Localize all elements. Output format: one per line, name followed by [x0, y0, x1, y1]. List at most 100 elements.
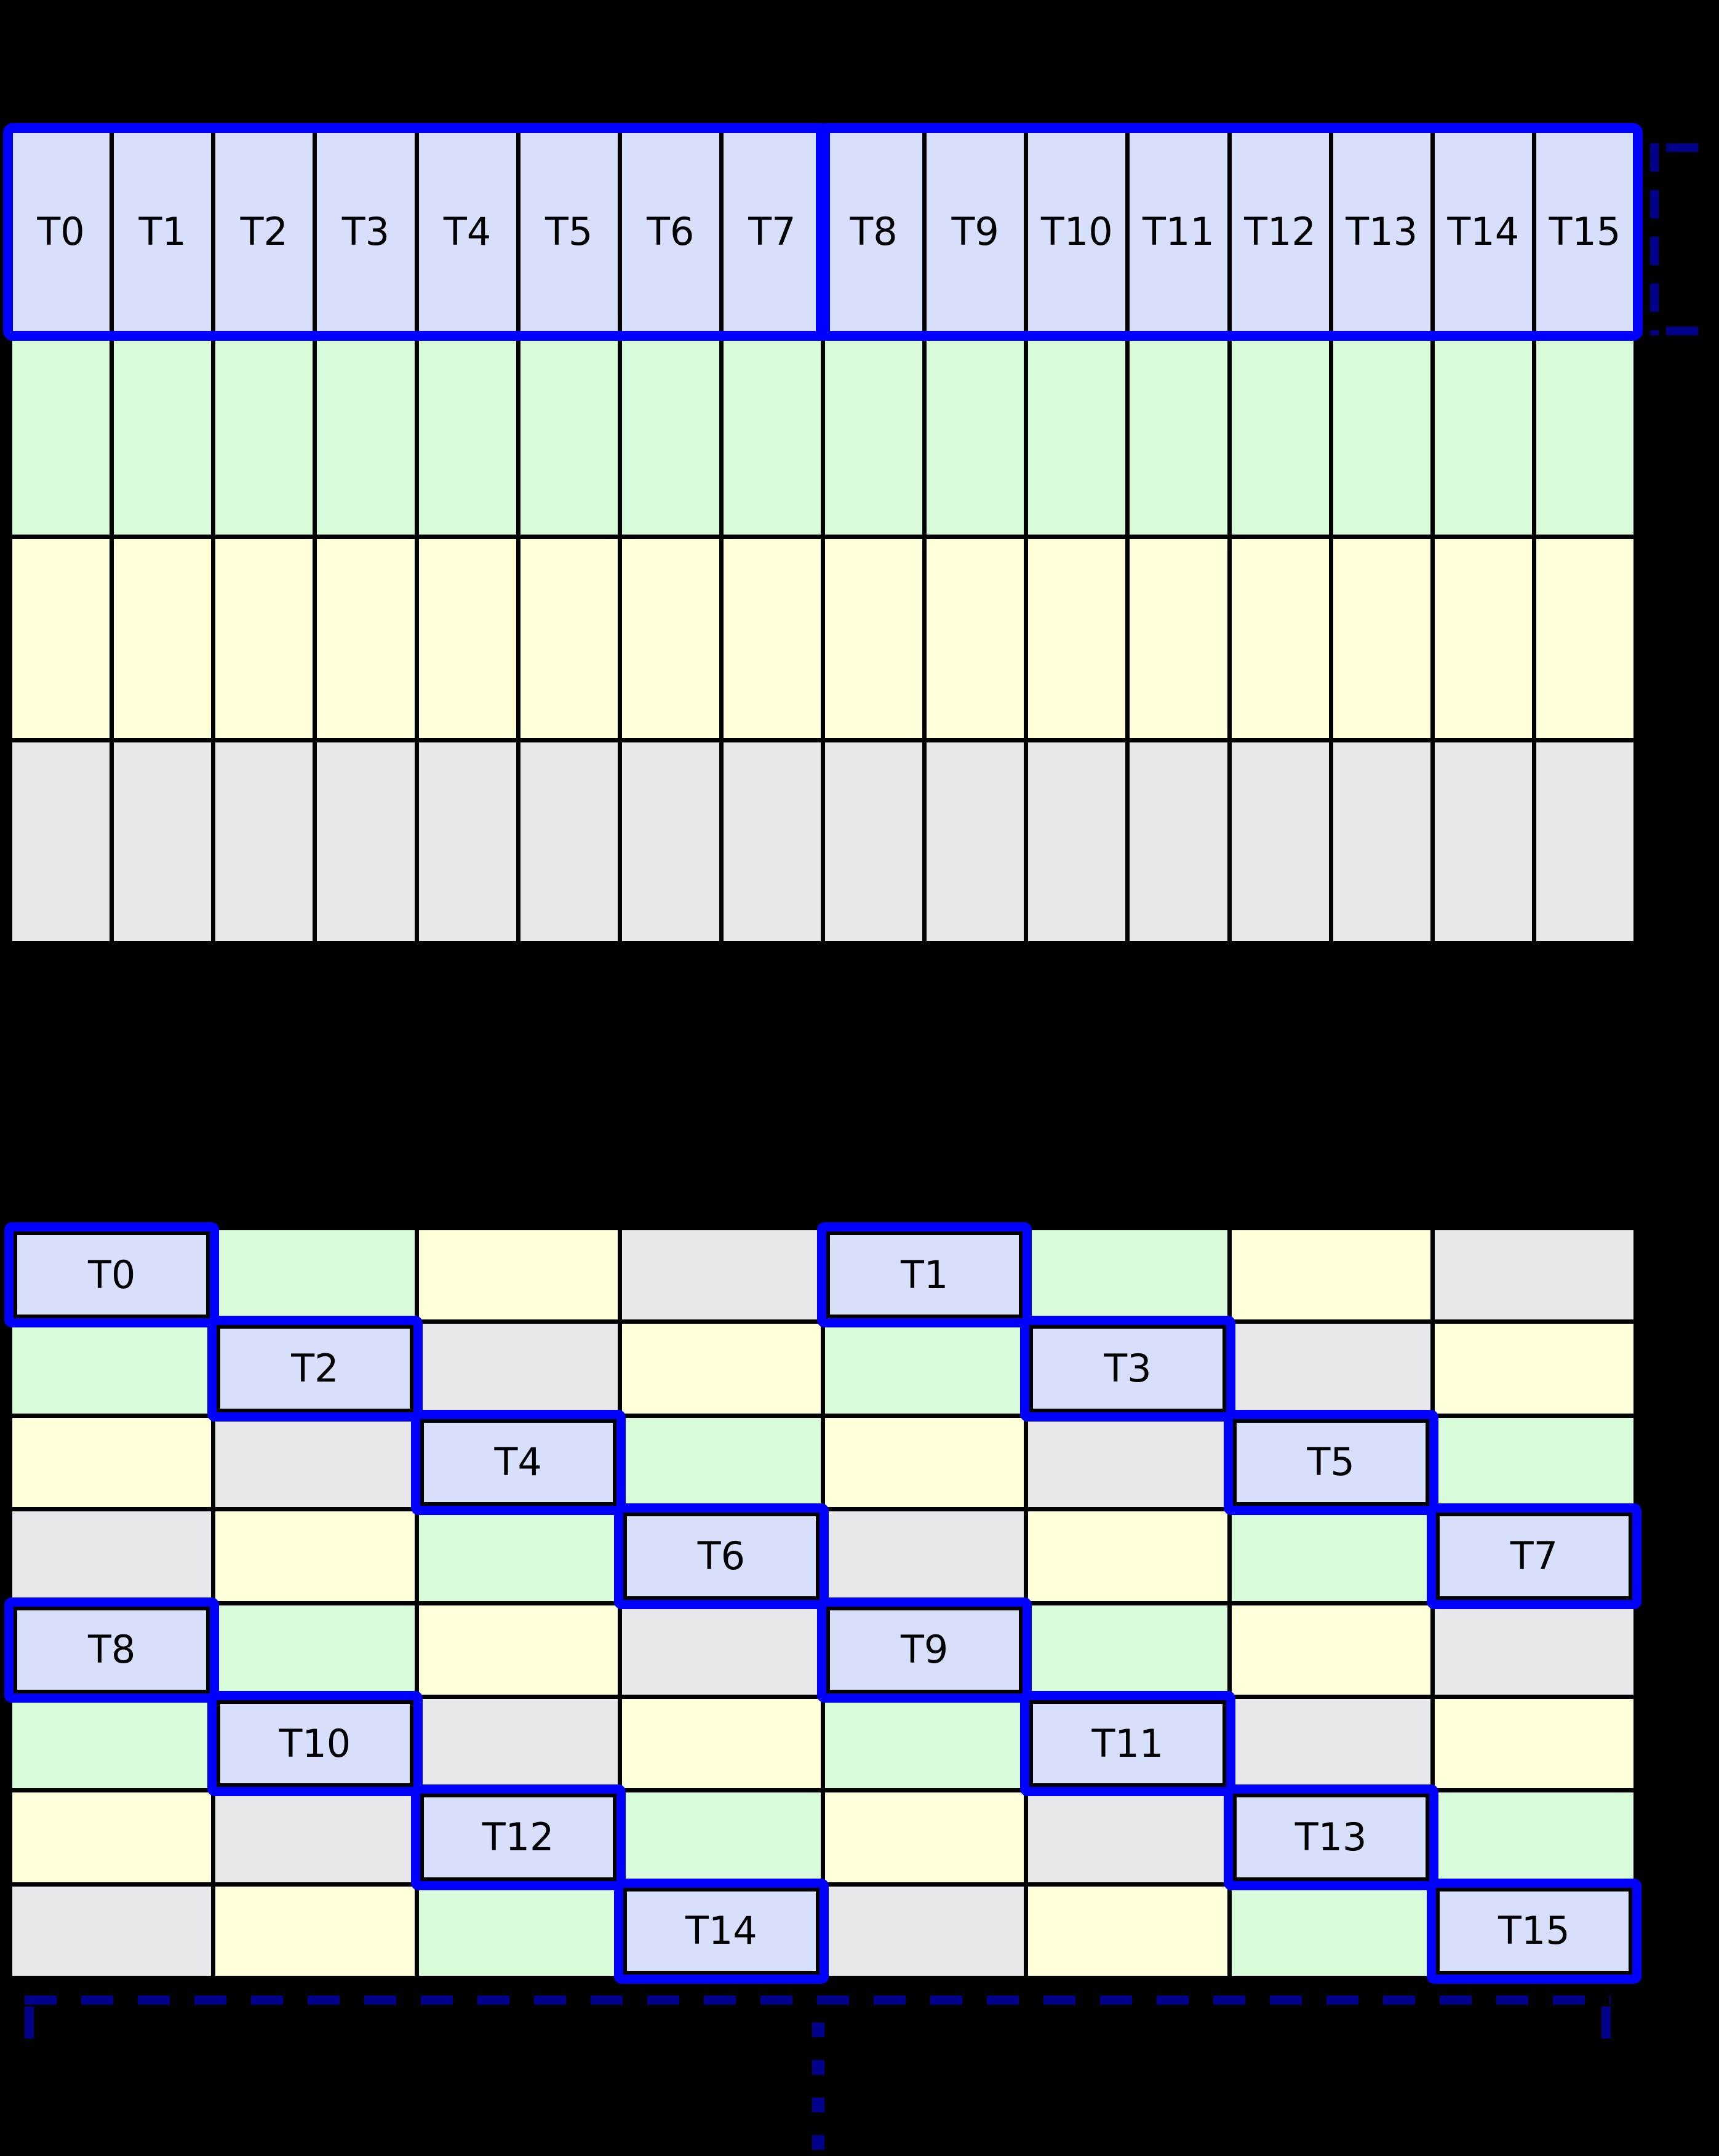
- memory-cell: [114, 335, 212, 535]
- memory-cell: [1536, 539, 1633, 738]
- permuted-memory-cell: [12, 1792, 212, 1882]
- thread-label-cell: T2: [215, 132, 313, 332]
- permuted-memory-cell: [12, 1698, 212, 1789]
- permuted-memory-cell: [1434, 1230, 1633, 1320]
- permuted-memory-cell: [1434, 1792, 1633, 1882]
- memory-cell: [1231, 742, 1329, 941]
- permuted-memory-cell: [215, 1605, 415, 1695]
- memory-cell: [1130, 742, 1227, 941]
- memory-cell: [621, 335, 719, 535]
- thread-access-box: T6: [613, 1503, 829, 1609]
- memory-cell: [1130, 335, 1227, 535]
- memory-cell: [418, 335, 516, 535]
- memory-cell: [927, 539, 1024, 738]
- permuted-memory-cell: [12, 1511, 212, 1601]
- permuted-memory-cell: [825, 1417, 1024, 1508]
- thread-label-cell: T15: [1536, 132, 1633, 332]
- permuted-memory-cell: [1231, 1886, 1430, 1976]
- thread-label-cell: T8: [825, 132, 923, 332]
- memory-cell: [418, 742, 516, 941]
- memory-cell: [12, 742, 110, 941]
- permuted-memory-cell: [1028, 1511, 1227, 1601]
- thread-access-box: T10: [207, 1690, 423, 1797]
- thread-label-cell: T3: [317, 132, 415, 332]
- continuation-ellipsis-dash: [812, 2135, 824, 2150]
- thread-access-box: T12: [410, 1784, 626, 1890]
- thread-access-box: T4: [410, 1409, 626, 1516]
- thread-label-cell: T10: [1028, 132, 1126, 332]
- permuted-memory-cell: [12, 1324, 212, 1414]
- permuted-memory-cell: [825, 1324, 1024, 1414]
- memory-cell: [1130, 539, 1227, 738]
- thread-access-box: T0: [4, 1222, 220, 1328]
- memory-row-bracket-tick-right: [1601, 2007, 1611, 2039]
- permuted-memory-cell: [1231, 1230, 1430, 1320]
- memory-cell: [114, 742, 212, 941]
- permuted-memory-cell: [418, 1324, 618, 1414]
- memory-cell: [317, 335, 415, 535]
- continuation-ellipsis-dash: [812, 2023, 824, 2037]
- memory-cell: [825, 539, 923, 738]
- thread-access-box: T13: [1223, 1784, 1438, 1890]
- permuted-memory-cell: [621, 1605, 821, 1695]
- memory-cell: [825, 335, 923, 535]
- memory-cell: [927, 335, 1024, 535]
- permuted-memory-cell: [215, 1417, 415, 1508]
- permuted-memory-cell: [1231, 1511, 1430, 1601]
- memory-cell: [418, 539, 516, 738]
- permuted-memory-cell: [1231, 1605, 1430, 1695]
- memory-cell: [1434, 742, 1532, 941]
- thread-label-cell: T5: [520, 132, 618, 332]
- memory-cell: [1028, 335, 1126, 535]
- memory-cell: [723, 335, 821, 535]
- memory-cell: [927, 742, 1024, 941]
- memory-cell: [114, 539, 212, 738]
- memory-cell: [825, 742, 923, 941]
- permuted-memory-cell: [621, 1230, 821, 1320]
- permuted-memory-cell: [621, 1324, 821, 1414]
- memory-cell: [215, 335, 313, 535]
- memory-cell: [621, 539, 719, 738]
- thread-access-box: T1: [817, 1222, 1032, 1328]
- permuted-memory-cell: [621, 1417, 821, 1508]
- warp-group-box-1: [816, 123, 1643, 341]
- permuted-memory-cell: [1028, 1417, 1227, 1508]
- permuted-memory-cell: [1434, 1417, 1633, 1508]
- thread-access-box: T14: [613, 1878, 829, 1984]
- thread-access-box: T15: [1426, 1878, 1641, 1984]
- row-height-bracket-arm-bottom: [1666, 327, 1698, 335]
- thread-label-cell: T6: [621, 132, 719, 332]
- permuted-memory-cell: [1028, 1605, 1227, 1695]
- permuted-memory-cell: [215, 1886, 415, 1976]
- permuted-memory-cell: [215, 1511, 415, 1601]
- memory-cell: [520, 742, 618, 941]
- memory-cell: [1028, 742, 1126, 941]
- thread-access-box: T8: [4, 1597, 220, 1703]
- permuted-memory-cell: [418, 1511, 618, 1601]
- thread-label-cell: T11: [1130, 132, 1227, 332]
- memory-cell: [1231, 539, 1329, 738]
- thread-label-cell: T12: [1231, 132, 1329, 332]
- memory-cell: [215, 539, 313, 738]
- permuted-memory-cell: [1434, 1698, 1633, 1789]
- row-height-bracket-arm-top: [1666, 143, 1698, 152]
- memory-row-bracket-tick-left: [25, 2007, 34, 2039]
- thread-label-cell: T4: [418, 132, 516, 332]
- thread-access-box: T3: [1020, 1316, 1235, 1422]
- thread-label-cell: T9: [927, 132, 1024, 332]
- memory-cell: [1434, 335, 1532, 535]
- thread-label-cell: T0: [12, 132, 110, 332]
- permuted-memory-cell: [1231, 1324, 1430, 1414]
- memory-cell: [1333, 335, 1430, 535]
- memory-cell: [12, 335, 110, 535]
- warp-group-box-0: [3, 123, 830, 341]
- memory-row-bracket-line: [25, 1995, 1611, 2005]
- thread-label-cell: T14: [1434, 132, 1532, 332]
- thread-access-box: T7: [1426, 1503, 1641, 1609]
- memory-cell: [1536, 335, 1633, 535]
- permuted-memory-cell: [418, 1605, 618, 1695]
- permuted-memory-cell: [12, 1886, 212, 1976]
- permuted-memory-cell: [1231, 1698, 1430, 1789]
- permuted-memory-cell: [418, 1698, 618, 1789]
- memory-cell: [1028, 539, 1126, 738]
